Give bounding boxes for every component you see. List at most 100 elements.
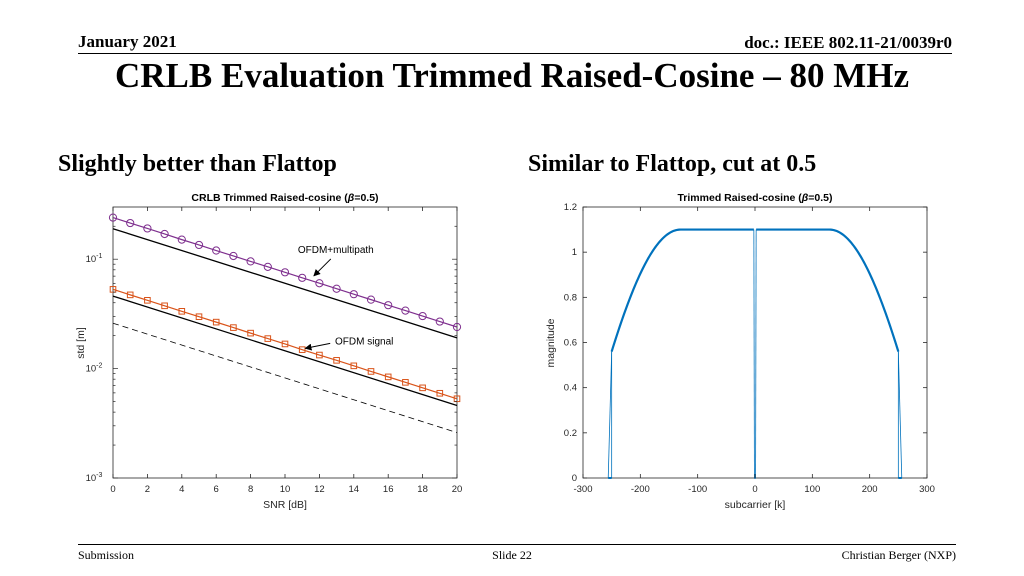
- crlb-data-point: [384, 373, 392, 381]
- crlb-data-point: [349, 290, 358, 299]
- crlb-data-point: [212, 318, 220, 326]
- crlb-data-point: [298, 273, 307, 282]
- window-chart-title: Trimmed Raised-cosine (β=0.5): [677, 192, 832, 204]
- crlb-data-point: [280, 268, 290, 277]
- header-rule: [78, 53, 952, 54]
- crlb-data-point: [247, 329, 254, 337]
- crlb-data-point: [281, 340, 289, 348]
- header-date: January 2021: [78, 32, 177, 51]
- crlb-data-point: [177, 235, 186, 244]
- window-y-tick-label: 1: [572, 247, 577, 258]
- window-x-tick-label: -200: [631, 484, 650, 495]
- window-edge-line: [897, 351, 903, 479]
- crlb-data-point: [108, 213, 118, 222]
- crlb-data-point: [316, 351, 323, 359]
- window-y-tick-label: 0.4: [564, 383, 577, 394]
- window-x-axis-label: subcarrier [k]: [725, 499, 786, 511]
- footer-submission: Submission: [78, 548, 135, 562]
- crlb-x-tick-label: 4: [179, 484, 184, 495]
- crlb-data-point: [194, 240, 204, 250]
- crlb-data-point: [178, 308, 186, 315]
- crlb-data-point: [195, 313, 203, 321]
- window-plot-frame: [582, 206, 928, 479]
- window-x-tick-label: -300: [573, 484, 592, 495]
- crlb-data-point: [160, 229, 169, 239]
- crlb-data-point: [144, 297, 151, 304]
- crlb-x-axis-label: SNR [dB]: [263, 499, 307, 511]
- window-edge-line: [755, 229, 757, 479]
- crlb-data-point: [229, 251, 238, 261]
- crlb-y-tick-label: 10-1: [86, 253, 103, 265]
- crlb-data-point: [263, 262, 272, 271]
- crlb-data-point: [350, 362, 358, 370]
- crlb-x-tick-label: 0: [110, 484, 115, 495]
- crlb-data-point: [332, 284, 341, 293]
- crlb-data-point: [161, 302, 168, 310]
- crlb-x-tick-label: 6: [214, 484, 219, 495]
- crlb-series-line-1: [112, 228, 458, 339]
- crlb-data-point: [126, 218, 135, 228]
- window-y-tick-label: 1.2: [564, 202, 577, 213]
- crlb-y-axis-label: std [m]: [75, 327, 87, 359]
- crlb-data-point: [246, 257, 255, 266]
- subtitle-right: Similar to Flattop, cut at 0.5: [528, 151, 817, 177]
- window-series-group: [607, 228, 903, 479]
- crlb-plot-frame: [112, 206, 458, 479]
- crlb-x-tick-label: 8: [248, 484, 253, 495]
- annotation-label: OFDM+multipath: [298, 245, 374, 256]
- footer-author: Christian Berger (NXP): [841, 548, 956, 562]
- crlb-x-tick-label: 10: [280, 484, 291, 495]
- crlb-y-tick-label: 10-3: [86, 472, 103, 484]
- crlb-data-point: [367, 368, 375, 375]
- window-x-tick-label: -100: [688, 484, 707, 495]
- window-axis-ticks: -300 -200 -100 0 100 200 300 0 0.2 0.4 0.6 0.8 1 1.2: [564, 202, 935, 495]
- crlb-data-point: [436, 389, 444, 397]
- window-curve-right: [756, 228, 900, 352]
- window-y-axis-label: magnitude: [545, 318, 557, 367]
- crlb-data-point: [418, 311, 427, 321]
- annotation-label: OFDM signal: [335, 336, 393, 347]
- crlb-data-point: [402, 379, 409, 386]
- window-y-tick-label: 0: [572, 473, 577, 484]
- crlb-data-point: [419, 384, 426, 392]
- footer-slide-number: Slide 22: [492, 548, 532, 562]
- crlb-data-point: [366, 295, 376, 304]
- crlb-data-point: [315, 279, 324, 288]
- crlb-axis-ticks: 0 2 4 6 8 10 12 14 16 18 20 10-3 10-2 10-1: [86, 207, 463, 495]
- crlb-series-line-3: [112, 295, 458, 407]
- window-curve-left: [610, 228, 754, 352]
- window-x-tick-label: 300: [919, 484, 935, 495]
- crlb-data-point: [435, 317, 444, 326]
- window-y-tick-label: 0.8: [564, 292, 577, 303]
- crlb-x-tick-label: 12: [314, 484, 325, 495]
- crlb-series-line-2: [112, 288, 458, 400]
- crlb-y-tick-label: 10-2: [86, 363, 103, 375]
- crlb-annotations: OFDM+multipath OFDM signal: [298, 245, 393, 351]
- crlb-x-tick-label: 14: [349, 484, 360, 495]
- crlb-data-point: [333, 357, 340, 364]
- crlb-data-point: [264, 335, 272, 342]
- annotation-arrow: [313, 258, 332, 277]
- window-x-tick-label: 0: [752, 484, 757, 495]
- crlb-x-tick-label: 2: [145, 484, 150, 495]
- window-x-tick-label: 100: [804, 484, 820, 495]
- crlb-data-point: [384, 301, 393, 310]
- subtitle-left: Slightly better than Flattop: [58, 151, 337, 177]
- crlb-chart: CRLB Trimmed Raised-cosine (β=0.5) 0 2 4 6 8…: [75, 192, 463, 511]
- crlb-series-group: [108, 213, 462, 433]
- crlb-x-tick-label: 20: [452, 484, 463, 495]
- window-edge-line: [607, 351, 613, 479]
- crlb-data-point: [212, 246, 221, 255]
- crlb-data-point: [452, 322, 462, 332]
- crlb-data-point: [126, 291, 134, 299]
- crlb-x-tick-label: 16: [383, 484, 394, 495]
- window-y-tick-label: 0.6: [564, 338, 577, 349]
- footer-rule: [78, 544, 956, 545]
- crlb-x-tick-label: 18: [417, 484, 428, 495]
- crlb-data-point: [230, 324, 237, 331]
- crlb-data-point: [401, 306, 410, 315]
- crlb-series-line-0: [112, 217, 458, 328]
- window-chart: Trimmed Raised-cosine (β=0.5) -300 -200 -1…: [545, 192, 935, 511]
- annotation-arrow: [304, 342, 331, 351]
- crlb-chart-title: CRLB Trimmed Raised-cosine (β=0.5): [191, 192, 378, 204]
